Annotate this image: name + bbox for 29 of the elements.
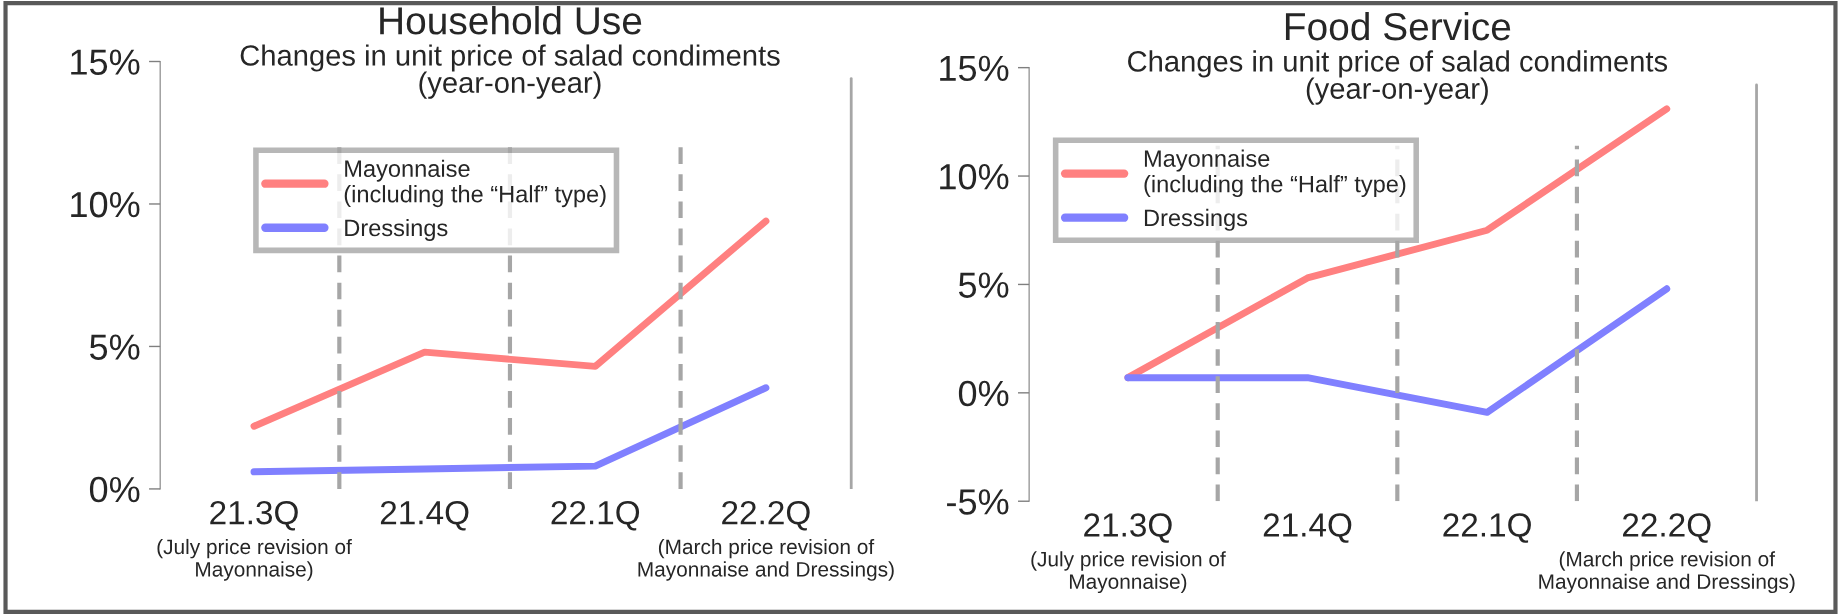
y-tick-label: 5%	[958, 272, 1009, 298]
chart-title: Household Use	[380, 6, 642, 35]
legend-label: Dressings	[345, 218, 448, 241]
chart-subtitle: Changes in unit price of salad condiments (year-on-year)	[1128, 50, 1668, 105]
chart-subtitle: Changes in unit price of salad condiments (year-on-year)	[240, 44, 780, 99]
x-tick-label: 22.1Q	[551, 500, 640, 531]
x-tick-label: 21.4Q	[380, 500, 469, 531]
y-tick-label: 10%	[71, 191, 140, 218]
x-tick-label: 21.4Q	[1263, 513, 1352, 543]
legend-label: Mayonnaise (including the “Half” type)	[1144, 149, 1406, 198]
chart-title: Food Service	[1285, 11, 1511, 41]
y-tick-label: -5%	[947, 489, 1009, 515]
y-tick-label: 15%	[940, 55, 1009, 82]
x-tick-label: 22.2Q	[722, 500, 810, 531]
legend-label: Dressings	[1144, 208, 1248, 231]
x-tick-label: 22.2Q	[1623, 513, 1711, 543]
text: (July price revision of Mayonnaise)	[1031, 551, 1226, 594]
y-tick-label: 15%	[71, 49, 140, 75]
text: (July price revision of Mayonnaise)	[157, 538, 352, 581]
y-tick-label: 0%	[958, 380, 1009, 407]
text: (March price revision of Mayonnaise and Dressings)	[638, 538, 894, 581]
x-tick-label: 21.3Q	[210, 500, 298, 531]
text: (March price revision of Mayonnaise and Dressings)	[1539, 551, 1795, 594]
y-tick-label: 10%	[940, 163, 1009, 190]
legend-label: Mayonnaise (including the “Half” type)	[344, 159, 606, 208]
x-tick-label: 21.3Q	[1084, 513, 1172, 543]
y-tick-label: 5%	[89, 334, 140, 360]
x-tick-label: 22.1Q	[1443, 513, 1531, 543]
y-tick-label: 0%	[89, 476, 140, 503]
